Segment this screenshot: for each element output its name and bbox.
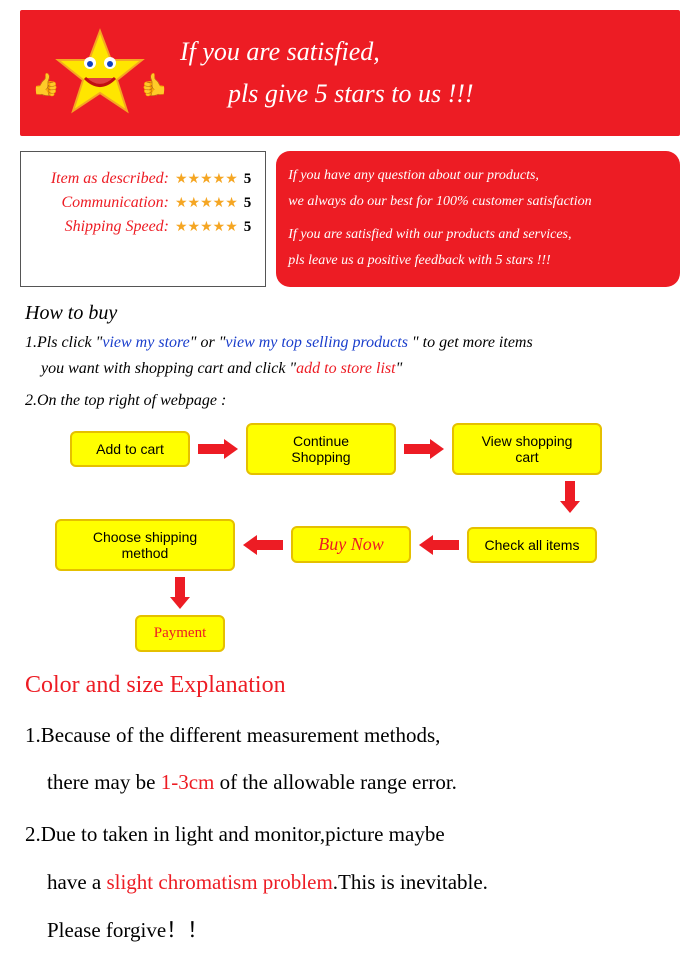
star-icon: ★★★★★: [175, 171, 244, 188]
rating-line: Shipping Speed: ★★★★★ 5: [35, 218, 251, 236]
flow-row-2: Choose shipping method Buy Now Check all…: [25, 519, 675, 571]
star-icon: ★★★★★: [175, 219, 244, 236]
flow-buy-now: Buy Now: [291, 526, 411, 563]
arrow-down-icon: [170, 577, 190, 609]
flow-view-cart: View shopping cart: [452, 423, 602, 475]
rating-value: 5: [244, 171, 252, 188]
arrow-left-icon: [419, 537, 459, 553]
howto-step-1: 1.Pls click "view my store" or "view my …: [25, 331, 675, 355]
ratings-box: Item as described: ★★★★★ 5 Communication…: [20, 151, 266, 287]
howto-step-1b: you want with shopping cart and click "a…: [25, 357, 675, 381]
arrow-right-icon: [198, 441, 238, 457]
howto-step-2: 2.On the top right of webpage :: [25, 389, 675, 413]
info-line: If you are satisfied with our products a…: [288, 224, 668, 246]
explain-p2-line1: 2.Due to taken in light and monitor,pict…: [25, 816, 675, 854]
satisfaction-banner: 👍 👍 If you are satisfied, pls give 5 sta…: [20, 10, 680, 136]
howto-section: How to buy 1.Pls click "view my store" o…: [25, 302, 675, 413]
flow-choose-shipping: Choose shipping method: [55, 519, 235, 571]
explain-p1-line2: there may be 1-3cm of the allowable rang…: [25, 764, 675, 802]
explain-p1-line1: 1.Because of the different measurement m…: [25, 717, 675, 755]
view-store-link[interactable]: view my store: [102, 334, 189, 351]
info-line: pls leave us a positive feedback with 5 …: [288, 250, 668, 272]
explain-title: Color and size Explanation: [25, 672, 675, 699]
rating-value: 5: [244, 219, 252, 236]
banner-text: If you are satisfied, pls give 5 stars t…: [150, 31, 474, 114]
rating-label: Shipping Speed:: [35, 218, 175, 236]
flow-continue-shopping: Continue Shopping: [246, 423, 396, 475]
flow-row-1: Add to cart Continue Shopping View shopp…: [25, 423, 675, 475]
rating-value: 5: [244, 195, 252, 212]
chromatism-note: slight chromatism problem: [106, 870, 332, 894]
star-mascot-icon: 👍 👍: [50, 28, 150, 118]
banner-line1: If you are satisfied,: [180, 31, 474, 73]
arrow-right-icon: [404, 441, 444, 457]
flow-payment: Payment: [135, 615, 225, 652]
flow-add-to-cart: Add to cart: [70, 431, 190, 467]
banner-line2: pls give 5 stars to us !!!: [180, 73, 474, 115]
rating-label: Communication:: [35, 194, 175, 212]
mid-row: Item as described: ★★★★★ 5 Communication…: [20, 151, 680, 287]
howto-title: How to buy: [25, 302, 675, 325]
purchase-flowchart: Add to cart Continue Shopping View shopp…: [25, 423, 675, 652]
tolerance-range: 1-3cm: [161, 770, 215, 794]
info-line: If you have any question about our produ…: [288, 165, 668, 187]
thumbs-up-right-icon: 👍: [141, 72, 168, 98]
info-line: we always do our best for 100% customer …: [288, 191, 668, 213]
rating-label: Item as described:: [35, 170, 175, 188]
flow-row-3: Payment: [25, 615, 675, 652]
view-top-selling-link[interactable]: view my top selling products: [225, 334, 412, 351]
explain-p2-line3: Please forgive！！: [25, 912, 675, 950]
flow-check-items: Check all items: [467, 527, 597, 563]
info-box: If you have any question about our produ…: [276, 151, 680, 287]
thumbs-up-left-icon: 👍: [32, 72, 59, 98]
arrow-left-icon: [243, 537, 283, 553]
explain-p2-line2: have a slight chromatism problem.This is…: [25, 864, 675, 902]
add-to-store-list-link[interactable]: add to store list: [296, 360, 395, 377]
rating-line: Communication: ★★★★★ 5: [35, 194, 251, 212]
flow-arrow-down-1: [25, 481, 675, 513]
arrow-down-icon: [560, 481, 580, 513]
flow-arrow-down-2: [25, 577, 675, 609]
rating-line: Item as described: ★★★★★ 5: [35, 170, 251, 188]
star-icon: ★★★★★: [175, 195, 244, 212]
